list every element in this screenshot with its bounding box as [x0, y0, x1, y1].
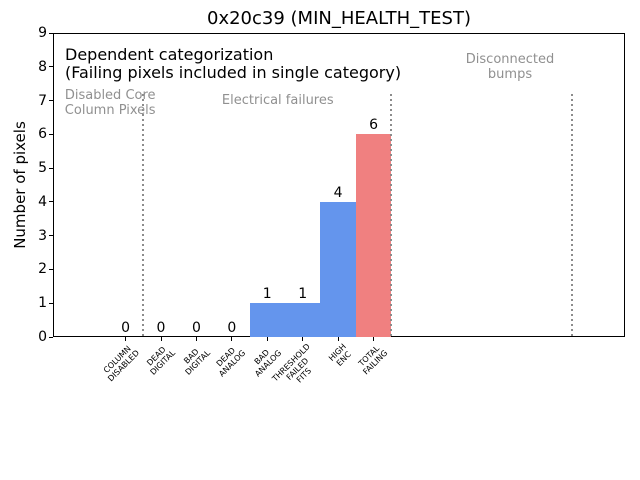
y-tick-mark	[49, 32, 53, 34]
bar-bad-analog	[249, 303, 285, 337]
bar-value-label: 1	[298, 286, 308, 303]
x-tick-mark	[160, 337, 162, 341]
bar-value-label: 4	[333, 184, 343, 201]
bar-value-label: 6	[369, 117, 378, 134]
y-tick-mark	[49, 302, 53, 304]
y-tick-mark	[49, 100, 53, 102]
x-tick-label-bad-digital: BAD DIGITAL	[182, 347, 213, 377]
section-separator-line	[142, 93, 145, 337]
bar-total-failing	[355, 134, 392, 337]
y-tick-mark	[49, 201, 53, 203]
bar-value-label: 0	[121, 320, 131, 336]
annotation-electrical-failures: Electrical failures	[221, 92, 334, 108]
chart-title: 0x20c39 (MIN_HEALTH_TEST)	[207, 8, 471, 29]
annotation-disabled-core: Disabled Core Column Pixels	[64, 88, 156, 119]
bar-high-enc	[320, 201, 356, 337]
y-tick-mark	[49, 235, 53, 237]
x-tick-label-column-disabled: COLUMN DISABLED	[102, 344, 142, 384]
y-tick-mark	[49, 66, 53, 68]
x-tick-label-dead-digital: DEAD DIGITAL	[144, 344, 177, 377]
y-tick-label: 3	[38, 227, 47, 244]
annotation-disconnected: Disconnected bumps	[465, 52, 555, 83]
annotation--failing-pixels-included-in-single-category-: (Failing pixels included in single categ…	[65, 63, 402, 83]
y-tick-label: 6	[38, 126, 47, 143]
bar-threshold-failed-fits	[284, 303, 321, 337]
x-tick-mark	[266, 337, 268, 341]
annotation-dependent-categorization: Dependent categorization	[65, 45, 274, 65]
x-tick-mark	[125, 337, 127, 341]
bar-value-label: 1	[262, 286, 272, 303]
x-tick-label-high-enc: HIGH ENC	[326, 342, 353, 368]
bar-value-label: 0	[156, 320, 166, 336]
y-tick-label: 7	[38, 92, 47, 109]
x-tick-label-total-failing: TOTAL FAILING	[356, 343, 390, 377]
section-separator-line	[570, 93, 573, 337]
y-tick-label: 5	[38, 160, 47, 177]
y-tick-label: 4	[38, 193, 47, 210]
bar-value-label: 0	[227, 320, 237, 336]
y-tick-label: 1	[38, 295, 47, 312]
x-tick-mark	[231, 337, 233, 341]
y-tick-mark	[49, 133, 53, 135]
x-tick-label-dead-analog: DEAD ANALOG	[214, 345, 248, 379]
y-tick-label: 2	[38, 261, 47, 278]
x-tick-mark	[373, 337, 375, 341]
section-separator-line	[390, 93, 393, 337]
bar-value-label: 0	[191, 320, 201, 336]
y-tick-mark	[49, 268, 53, 270]
x-tick-mark	[195, 337, 197, 341]
y-tick-label: 9	[38, 25, 47, 41]
y-tick-mark	[49, 336, 53, 338]
y-tick-label: 0	[38, 329, 47, 345]
y-tick-label: 8	[38, 58, 47, 75]
y-tick-mark	[49, 167, 53, 169]
x-tick-mark	[337, 337, 339, 341]
x-tick-mark	[302, 337, 304, 341]
